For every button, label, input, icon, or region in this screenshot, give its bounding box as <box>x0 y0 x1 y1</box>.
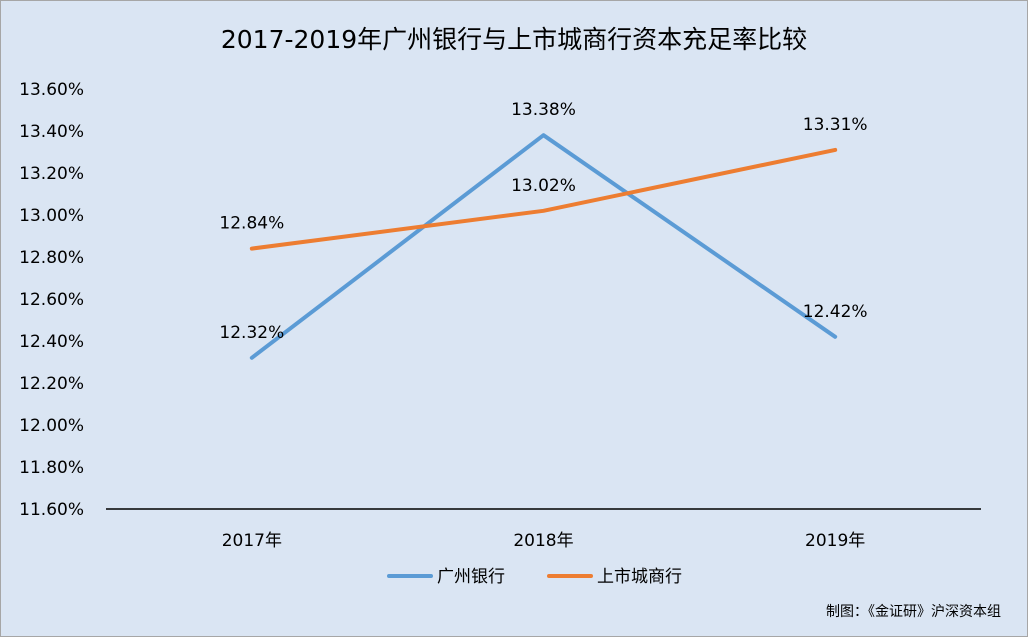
data-label: 12.42% <box>803 302 868 322</box>
y-tick-label: 12.20% <box>19 374 84 394</box>
x-tick-label: 2017年 <box>222 531 282 551</box>
y-tick-label: 12.80% <box>19 248 84 268</box>
series-line-2 <box>249 147 838 251</box>
data-label: 13.31% <box>803 115 868 135</box>
y-axis: 11.60% 11.80% 12.00% 12.20% 12.40% 12.60% 12.8… <box>19 80 84 520</box>
y-tick-label: 12.40% <box>19 332 84 352</box>
plot-lines <box>249 133 838 360</box>
x-axis: 2017年 2018年 2019年 <box>106 508 981 551</box>
legend-label: 广州银行 <box>437 567 505 587</box>
data-label: 13.02% <box>511 176 576 196</box>
y-tick-label: 11.80% <box>19 458 84 478</box>
y-tick-label: 11.60% <box>19 500 84 520</box>
legend-label: 上市城商行 <box>597 567 682 587</box>
y-tick-label: 12.00% <box>19 416 84 436</box>
legend: 广州银行 上市城商行 <box>387 567 682 587</box>
y-tick-label: 13.00% <box>19 206 84 226</box>
data-label: 12.32% <box>219 323 284 343</box>
y-tick-label: 13.20% <box>19 164 84 184</box>
y-tick-label: 13.40% <box>19 122 84 142</box>
x-tick-label: 2019年 <box>805 531 865 551</box>
chart-title: 2017-2019年广州银行与上市城商行资本充足率比较 <box>221 25 807 54</box>
y-tick-label: 12.60% <box>19 290 84 310</box>
data-label: 13.38% <box>511 100 576 120</box>
data-labels: 12.32% 13.38% 12.42% 12.84% 13.02% 13.31% <box>219 100 867 343</box>
y-tick-label: 13.60% <box>19 80 84 100</box>
x-tick-label: 2018年 <box>513 531 573 551</box>
credit-text: 制图：《金证研》沪深资本组 <box>826 604 1001 620</box>
data-label: 12.84% <box>219 214 284 234</box>
